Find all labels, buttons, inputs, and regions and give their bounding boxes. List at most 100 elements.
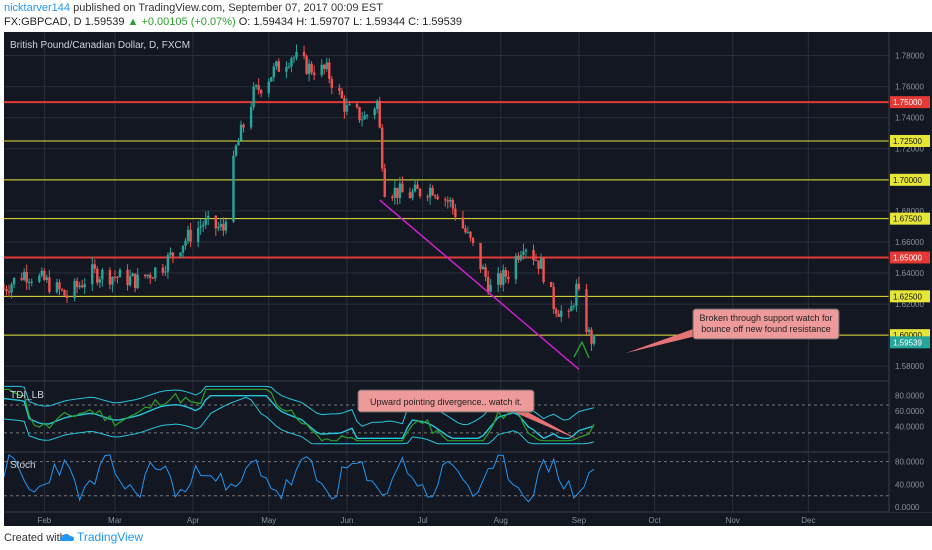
symbol-label: FX:GBPCAD, D — [4, 16, 82, 28]
price-change: ▲ +0.00105 (+0.07%) — [127, 16, 236, 28]
candle-body — [305, 56, 308, 74]
candle-body — [381, 127, 384, 169]
candle-body — [549, 282, 553, 288]
candle-body — [302, 51, 306, 57]
time-tick-label: May — [261, 516, 276, 525]
candle-body — [295, 51, 298, 58]
support-callout[interactable]: Broken through support watch for bounce … — [626, 308, 840, 353]
candle-body — [217, 226, 220, 229]
candle-body — [486, 276, 490, 292]
candle-body — [30, 281, 33, 283]
green-marker — [573, 340, 590, 359]
candles — [4, 44, 596, 351]
level-tag — [890, 251, 930, 264]
candle-body — [378, 100, 381, 128]
trendline[interactable] — [379, 199, 580, 370]
candle-body — [144, 274, 147, 277]
candle-body — [481, 266, 485, 270]
candle-body — [504, 269, 507, 277]
tdi-title: TDI_LB — [10, 390, 44, 401]
candle-body — [38, 275, 41, 282]
time-tick-label: Jun — [340, 516, 353, 525]
candle-body — [330, 78, 333, 88]
chart-header: nicktarver144 published on TradingView.c… — [0, 0, 932, 32]
stoch-tick-label: 40.0000 — [895, 480, 924, 489]
candle-body — [219, 224, 223, 227]
candle-body — [154, 267, 157, 279]
candle-body — [312, 72, 316, 76]
price-tick-label: 1.62000 — [895, 300, 924, 309]
candle-body — [80, 285, 84, 288]
candle-body — [433, 195, 437, 197]
candle-body — [343, 98, 346, 112]
candle-body — [502, 269, 505, 285]
candle-body — [360, 119, 364, 121]
candle-body — [340, 90, 344, 99]
level-tag — [890, 96, 930, 109]
candle-body — [254, 85, 258, 87]
candle-body — [257, 85, 260, 91]
low-value: L: 1.59344 — [353, 16, 406, 28]
candle-body — [285, 66, 288, 72]
candle-body — [78, 285, 81, 288]
candle-body — [93, 264, 96, 269]
price-tick-label: 1.72000 — [895, 145, 924, 154]
divergence-callout-pointer — [509, 410, 579, 440]
tdi-rsi-line — [4, 388, 595, 442]
candle-body — [186, 229, 190, 241]
level-tag — [890, 134, 930, 147]
candle-body — [418, 188, 422, 197]
candle-body — [287, 66, 291, 68]
author-link[interactable]: nicktarver144 — [4, 2, 71, 14]
tradingview-brand[interactable]: TradingView — [60, 530, 143, 544]
level-tag — [890, 290, 930, 303]
stoch-title: Stoch — [10, 460, 36, 471]
candle-body — [375, 100, 379, 109]
stoch-panel — [4, 453, 889, 503]
candle-body — [179, 252, 182, 257]
candle-body — [519, 254, 523, 260]
candle-body — [436, 196, 439, 200]
candle-body — [224, 221, 228, 231]
candle-body — [199, 226, 202, 228]
candle-body — [539, 258, 543, 269]
candle-body — [408, 192, 412, 199]
candle-body — [270, 77, 273, 82]
candle-body — [572, 305, 576, 307]
price-tick-label: 1.74000 — [895, 114, 924, 123]
price-tick-label: 1.78000 — [895, 52, 924, 61]
candle-body — [479, 242, 482, 270]
candle-body — [449, 199, 452, 202]
candle-body — [325, 62, 328, 70]
candle-body — [469, 231, 472, 238]
footer: Created with TradingView — [0, 526, 932, 550]
divergence-callout[interactable]: Upward pointing divergence.. watch it. — [357, 389, 579, 440]
close-value: C: 1.59539 — [408, 16, 462, 28]
candle-body — [234, 145, 238, 156]
chart-area[interactable]: 1.78000 1.76000 1.74000 1.72000 1.70000 1.680… — [4, 32, 932, 526]
candle-body — [537, 260, 540, 269]
candle-body — [207, 215, 210, 219]
level-tag — [890, 212, 930, 225]
candle-body — [184, 240, 187, 246]
candle-body — [239, 124, 243, 141]
support-callout-pointer — [626, 328, 696, 353]
candle-body — [75, 280, 79, 288]
candle-body — [320, 64, 323, 76]
candle-body — [391, 196, 394, 198]
candle-body — [126, 269, 129, 286]
time-tick-label: Aug — [494, 516, 508, 525]
cloud-icon — [60, 534, 74, 541]
candle-body — [585, 289, 588, 332]
time-tick-label: Jul — [417, 516, 427, 525]
stoch-line — [4, 453, 595, 503]
candle-body — [58, 282, 61, 290]
candle-body — [328, 62, 331, 79]
candle-body — [542, 258, 545, 283]
level-tag-label: 1.67500 — [893, 215, 922, 224]
grid-lines — [4, 32, 932, 513]
candle-body — [45, 277, 49, 280]
candle-body — [101, 269, 104, 280]
level-tag-label: 1.62500 — [893, 292, 922, 301]
candle-body — [451, 199, 455, 209]
